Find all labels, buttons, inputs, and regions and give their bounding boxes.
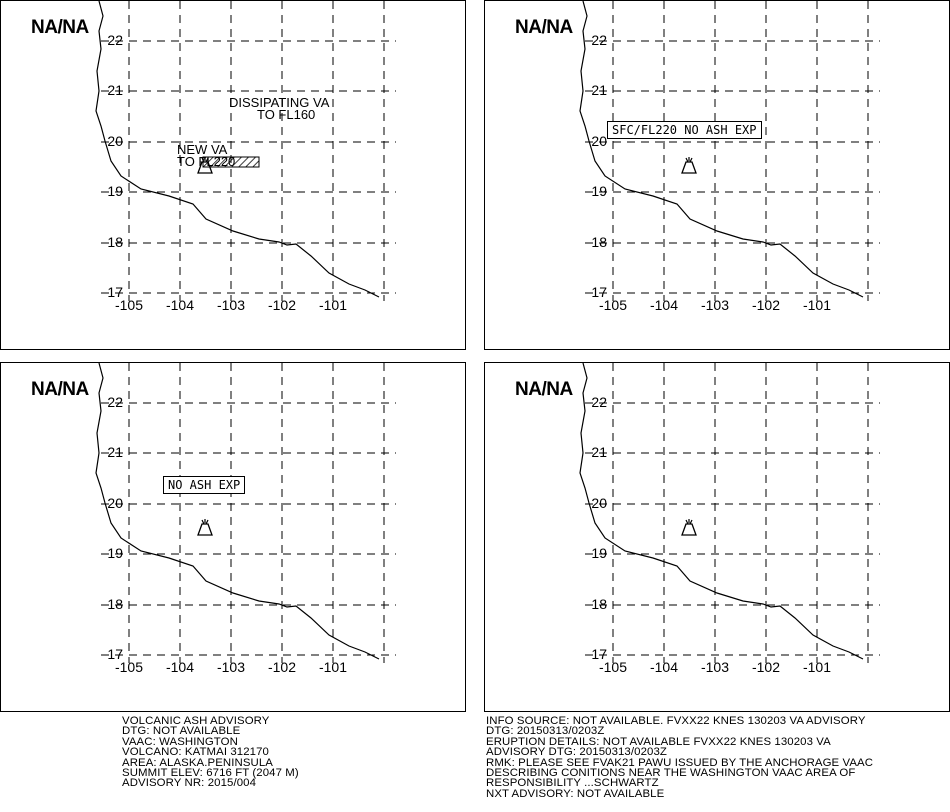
lat-label: 18 bbox=[107, 234, 123, 250]
lat-label: 17 bbox=[591, 284, 607, 300]
advisory-right-line: NXT ADVISORY: NOT AVAILABLE bbox=[486, 787, 665, 800]
lat-label: 17 bbox=[107, 284, 123, 300]
lon-label: -101 bbox=[802, 297, 832, 313]
lat-label: 22 bbox=[591, 32, 607, 48]
lon-label: -104 bbox=[649, 659, 679, 675]
lat-label: 19 bbox=[107, 183, 123, 199]
lon-label: -103 bbox=[700, 659, 730, 675]
annotation-to-fl220: TO FL220 bbox=[177, 154, 236, 169]
forecast-panel-4: NA/NA 22 21 20 19 18 17 -105 -104 -103 -102 -101 bbox=[484, 362, 950, 712]
advisory-right-line: RMK: PLEASE SEE FVAK21 PAWU ISSUED BY TH… bbox=[486, 756, 874, 769]
annotation-new-va: NEW VA bbox=[177, 142, 228, 157]
lon-label: -105 bbox=[114, 297, 144, 313]
lat-label: 20 bbox=[591, 133, 607, 149]
ash-area-polygon bbox=[202, 156, 260, 168]
lon-label: -101 bbox=[318, 659, 348, 675]
forecast-box-label: SFC/FL220 NO ASH EXP bbox=[607, 121, 762, 139]
lat-label: 22 bbox=[591, 394, 607, 410]
lon-label: -105 bbox=[598, 297, 628, 313]
advisory-left-line: AREA: ALASKA.PENINSULA bbox=[122, 756, 273, 769]
advisory-right-line: DESCRIBING CONITIONS NEAR THE WASHINGTON… bbox=[486, 767, 856, 780]
lat-label: 19 bbox=[591, 183, 607, 199]
valid-time-label: NA/NA bbox=[515, 17, 573, 38]
lon-label: -103 bbox=[700, 297, 730, 313]
advisory-right-line: RESPONSIBILITY ...SCHWARTZ bbox=[486, 777, 659, 790]
valid-time-label: NA/NA bbox=[515, 379, 573, 400]
coastline bbox=[95, 1, 380, 298]
lat-label: 20 bbox=[107, 495, 123, 511]
lat-label: 21 bbox=[107, 444, 123, 460]
volcano-icon bbox=[681, 157, 697, 174]
lat-label: 17 bbox=[107, 646, 123, 662]
lon-label: -101 bbox=[802, 659, 832, 675]
lon-label: -104 bbox=[165, 297, 195, 313]
lat-label: 19 bbox=[107, 545, 123, 561]
advisory-left-line: VOLCANO: KATMAI 312170 bbox=[122, 746, 269, 759]
volcano-icon bbox=[681, 519, 697, 536]
lat-label: 21 bbox=[591, 82, 607, 98]
valid-time-label: NA/NA bbox=[31, 379, 89, 400]
lon-label: -102 bbox=[267, 297, 297, 313]
lat-label: 18 bbox=[591, 596, 607, 612]
coastline bbox=[95, 363, 380, 660]
lon-label: -102 bbox=[751, 297, 781, 313]
forecast-box-label: NO ASH EXP bbox=[163, 476, 246, 494]
advisory-right-line: ERUPTION DETAILS: NOT AVAILABLE FVXX22 K… bbox=[486, 735, 831, 748]
lat-label: 17 bbox=[591, 646, 607, 662]
lon-label: -104 bbox=[165, 659, 195, 675]
map-canvas bbox=[579, 1, 880, 301]
advisory-right-line: ADVISORY DTG: 20150313/0203Z bbox=[486, 746, 667, 759]
advisory-left-line: VAAC: WASHINGTON bbox=[122, 735, 238, 748]
advisory-text-left: VOLCANIC ASH ADVISORY DTG: NOT AVAILABLE V… bbox=[122, 715, 299, 790]
volcano-icon bbox=[197, 519, 213, 536]
annotation-dissipating-va: DISSIPATING VA bbox=[229, 95, 330, 110]
forecast-panel-1: NA/NA DISSIPATING VA TO FL160 NEW VA TO … bbox=[0, 0, 466, 350]
advisory-left-line: SUMMIT ELEV: 6716 FT (2047 M) bbox=[122, 767, 299, 780]
advisory-left-line: DTG: NOT AVAILABLE bbox=[122, 725, 241, 738]
lat-label: 18 bbox=[591, 234, 607, 250]
map-canvas bbox=[95, 363, 396, 663]
lon-label: -104 bbox=[649, 297, 679, 313]
lon-label: -105 bbox=[598, 659, 628, 675]
valid-time-label: NA/NA bbox=[31, 17, 89, 38]
lon-label: -103 bbox=[216, 659, 246, 675]
map-canvas bbox=[579, 363, 880, 663]
advisory-left-line: ADVISORY NR: 2015/004 bbox=[122, 777, 257, 790]
lon-label: -105 bbox=[114, 659, 144, 675]
lon-label: -102 bbox=[751, 659, 781, 675]
lon-label: -101 bbox=[318, 297, 348, 313]
lon-label: -102 bbox=[267, 659, 297, 675]
lat-label: 21 bbox=[107, 82, 123, 98]
forecast-panel-3: NA/NA NO ASH EXP 22 21 20 19 18 17 -105 -104 -10… bbox=[0, 362, 466, 712]
advisory-right-line: INFO SOURCE: NOT AVAILABLE. FVXX22 KNES … bbox=[486, 715, 866, 727]
advisory-right-line: DTG: 20150313/0203Z bbox=[486, 725, 605, 738]
lat-label: 20 bbox=[591, 495, 607, 511]
advisory-text-right: INFO SOURCE: NOT AVAILABLE. FVXX22 KNES … bbox=[486, 715, 874, 800]
map-canvas bbox=[95, 1, 396, 301]
lat-label: 20 bbox=[107, 133, 123, 149]
coastline bbox=[579, 363, 864, 660]
annotation-to-fl160: TO FL160 bbox=[257, 107, 316, 122]
lat-label: 22 bbox=[107, 394, 123, 410]
lon-label: -103 bbox=[216, 297, 246, 313]
lat-label: 22 bbox=[107, 32, 123, 48]
coastline bbox=[579, 1, 864, 298]
lat-label: 21 bbox=[591, 444, 607, 460]
advisory-left-line: VOLCANIC ASH ADVISORY bbox=[122, 715, 270, 727]
lat-label: 18 bbox=[107, 596, 123, 612]
lat-label: 19 bbox=[591, 545, 607, 561]
forecast-panel-2: NA/NA SFC/FL220 NO ASH EXP 22 21 20 19 18 17-… bbox=[484, 0, 950, 350]
